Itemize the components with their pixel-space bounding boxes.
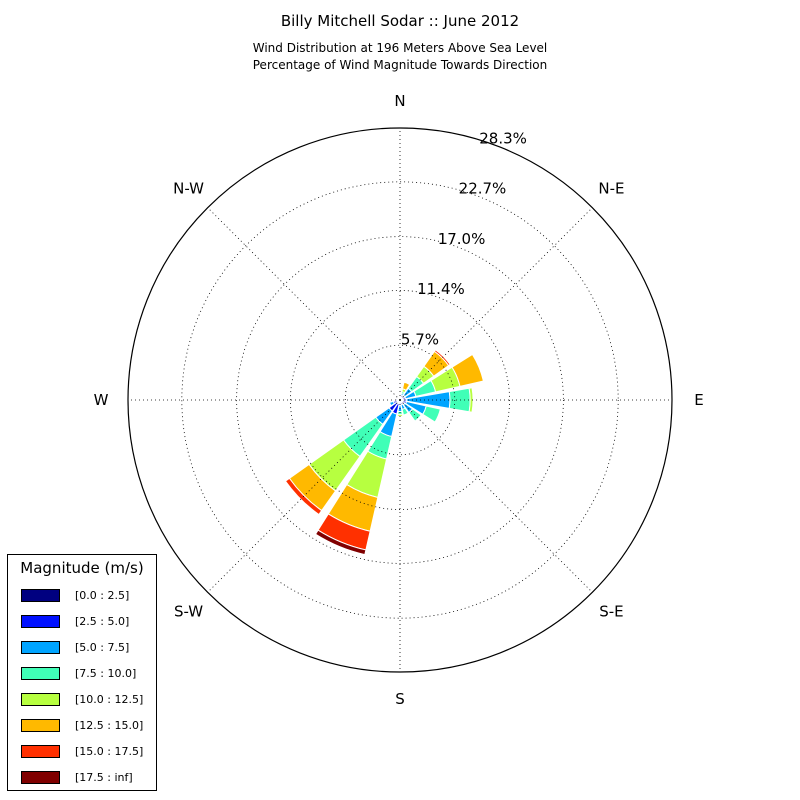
legend-swatch <box>21 588 60 602</box>
legend-label: [5.0 : 7.5] <box>75 640 130 654</box>
legend-item: [10.0 : 12.5] <box>21 691 143 707</box>
legend-title: Magnitude (m/s) <box>20 559 144 577</box>
radial-tick-label: 28.3% <box>479 130 527 148</box>
legend-item: [12.5 : 15.0] <box>21 717 143 733</box>
wind-sector-90-bin-4 <box>468 387 474 413</box>
wind-sector-202.5-bin-7 <box>314 529 367 556</box>
labels-layer: 5.7% 11.4% 17.0% 22.7% 28.3% N N-E E S-E S S-W W N-W <box>94 92 704 708</box>
legend-swatch <box>21 614 60 628</box>
grid-ring <box>344 344 456 456</box>
grid-spoke <box>207 399 401 593</box>
direction-label-s-w: S-W <box>174 602 203 620</box>
legend-swatch <box>21 770 60 784</box>
wind-sector-157.5-bin-3 <box>401 407 409 416</box>
direction-label-n: N <box>394 92 405 110</box>
wind-sector-45-bin-7 <box>434 348 452 366</box>
outer-axis-circle <box>127 127 673 673</box>
wind-sector-180-bin-4 <box>396 413 404 417</box>
wind-sector-247.5-bin-2 <box>389 400 395 407</box>
grid-layer <box>128 128 672 672</box>
legend-item: [5.0 : 7.5] <box>21 639 129 655</box>
grid-spoke <box>399 207 593 401</box>
direction-label-e: E <box>694 391 703 409</box>
legend: Magnitude (m/s) [0.0 : 2.5] [2.5 : 5.0] [5… <box>7 554 157 791</box>
direction-label-n-w: N-W <box>173 180 204 198</box>
sectors-layer <box>284 348 485 556</box>
legend-swatch <box>21 640 60 654</box>
legend-label: [15.0 : 17.5] <box>75 744 144 758</box>
wind-sector-67.5-bin-5 <box>451 353 485 387</box>
grid-ring <box>181 181 619 619</box>
wind-sector-270-bin-1 <box>394 398 398 402</box>
legend-item: [15.0 : 17.5] <box>21 743 143 759</box>
direction-label-s: S <box>395 690 405 708</box>
legend-label: [2.5 : 5.0] <box>75 614 130 628</box>
direction-label-w: W <box>94 391 109 409</box>
chart-title: Billy Mitchell Sodar :: June 2012 <box>280 12 520 30</box>
wind-sector-112.5-bin-3 <box>422 405 441 423</box>
legend-swatch <box>21 744 60 758</box>
legend-swatch <box>21 666 60 680</box>
chart-subtitle-line2: Percentage of Wind Magnitude Towards Dir… <box>252 58 548 72</box>
legend-label: [0.0 : 2.5] <box>75 588 130 602</box>
wind-sector-22.5-bin-6 <box>403 380 411 386</box>
legend-label: [10.0 : 12.5] <box>75 692 144 706</box>
legend-label: [17.5 : inf] <box>75 770 133 784</box>
legend-swatch <box>21 718 60 732</box>
grid-spoke <box>399 399 593 593</box>
radial-tick-label: 17.0% <box>438 230 486 248</box>
radial-tick-label: 11.4% <box>417 280 465 298</box>
radial-tick-label: 5.7% <box>401 330 439 348</box>
grid-ring <box>290 290 510 510</box>
grid-ring <box>236 236 564 564</box>
legend-item: [17.5 : inf] <box>21 769 133 785</box>
grid-spoke <box>207 207 401 401</box>
chart-subtitle-line1: Wind Distribution at 196 Meters Above Se… <box>252 41 548 55</box>
legend-item: [2.5 : 5.0] <box>21 613 129 629</box>
direction-label-s-e: S-E <box>599 602 623 620</box>
legend-item: [7.5 : 10.0] <box>21 665 136 681</box>
legend-label: [7.5 : 10.0] <box>75 666 137 680</box>
legend-swatch <box>21 692 60 706</box>
radial-tick-label: 22.7% <box>459 179 507 197</box>
legend-item: [0.0 : 2.5] <box>21 587 129 603</box>
direction-label-n-e: N-E <box>598 180 624 198</box>
legend-label: [12.5 : 15.0] <box>75 718 144 732</box>
